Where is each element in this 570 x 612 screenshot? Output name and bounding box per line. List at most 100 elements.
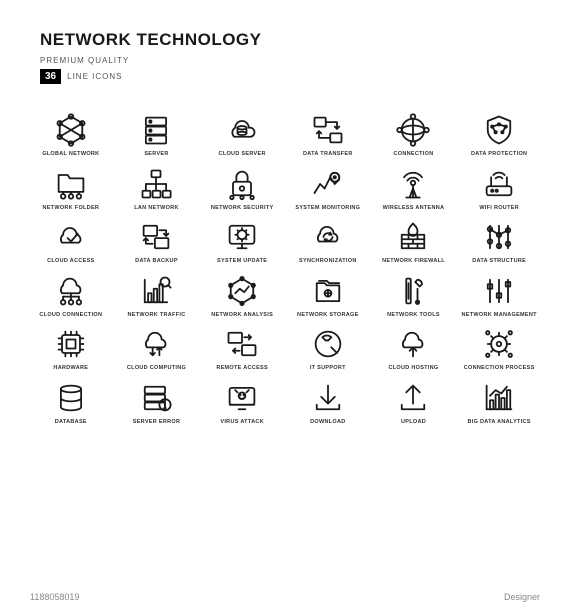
- data-transfer-label: DATA TRANSFER: [303, 151, 353, 158]
- network-firewall-label: NETWORK FIREWALL: [382, 258, 445, 265]
- count-label: LINE ICONS: [67, 72, 122, 81]
- subtitle: PREMIUM QUALITY: [40, 56, 530, 65]
- icon-grid: GLOBAL NETWORK SERVER CLOUD SERVER DATA TRA…: [0, 94, 570, 446]
- network-management-icon: [481, 273, 517, 309]
- synchronization-icon: [310, 219, 346, 255]
- network-analysis-label: NETWORK ANALYSIS: [211, 312, 273, 319]
- it-support-icon: [310, 326, 346, 362]
- data-backup-cell: DATA BACKUP: [116, 219, 198, 265]
- page-title: NETWORK TECHNOLOGY: [40, 30, 530, 50]
- network-security-label: NETWORK SECURITY: [211, 205, 274, 212]
- data-transfer-cell: DATA TRANSFER: [287, 112, 369, 158]
- network-traffic-label: NETWORK TRAFFIC: [128, 312, 186, 319]
- hardware-icon: [53, 326, 89, 362]
- wireless-antenna-icon: [395, 166, 431, 202]
- connection-process-icon: [481, 326, 517, 362]
- wifi-router-label: WIFI ROUTER: [479, 205, 519, 212]
- it-support-cell: IT SUPPORT: [287, 326, 369, 372]
- wifi-router-icon: [481, 166, 517, 202]
- network-traffic-icon: [138, 273, 174, 309]
- system-monitoring-icon: [310, 166, 346, 202]
- cloud-computing-cell: CLOUD COMPUTING: [116, 326, 198, 372]
- data-structure-cell: DATA STRUCTURE: [458, 219, 540, 265]
- data-protection-icon: [481, 112, 517, 148]
- server-cell: SERVER: [116, 112, 198, 158]
- count-row: 36 LINE ICONS: [40, 69, 530, 84]
- network-firewall-icon: [395, 219, 431, 255]
- hardware-label: HARDWARE: [53, 365, 88, 372]
- wifi-router-cell: WIFI ROUTER: [458, 166, 540, 212]
- wireless-antenna-cell: WIRELESS ANTENNA: [373, 166, 455, 212]
- system-monitoring-label: SYSTEM MONITORING: [295, 205, 360, 212]
- footer: 1188058019 Designer: [0, 592, 570, 602]
- cloud-server-cell: CLOUD SERVER: [201, 112, 283, 158]
- lan-network-icon: [138, 166, 174, 202]
- global-network-label: GLOBAL NETWORK: [42, 151, 99, 158]
- network-folder-icon: [53, 166, 89, 202]
- network-tools-icon: [395, 273, 431, 309]
- cloud-access-icon: [53, 219, 89, 255]
- download-icon: [310, 380, 346, 416]
- download-cell: DOWNLOAD: [287, 380, 369, 426]
- cloud-hosting-label: CLOUD HOSTING: [388, 365, 438, 372]
- server-error-cell: SERVER ERROR: [116, 380, 198, 426]
- system-monitoring-cell: SYSTEM MONITORING: [287, 166, 369, 212]
- big-data-analytics-icon: [481, 380, 517, 416]
- network-security-icon: [224, 166, 260, 202]
- credit: Designer: [504, 592, 540, 602]
- database-label: DATABASE: [55, 419, 87, 426]
- system-update-cell: SYSTEM UPDATE: [201, 219, 283, 265]
- system-update-icon: [224, 219, 260, 255]
- remote-access-label: REMOTE ACCESS: [216, 365, 268, 372]
- big-data-analytics-cell: BIG DATA ANALYTICS: [458, 380, 540, 426]
- global-network-cell: GLOBAL NETWORK: [30, 112, 112, 158]
- data-structure-icon: [481, 219, 517, 255]
- data-protection-label: DATA PROTECTION: [471, 151, 527, 158]
- server-error-label: SERVER ERROR: [133, 419, 181, 426]
- cloud-computing-icon: [138, 326, 174, 362]
- image-id: 1188058019: [30, 592, 79, 602]
- upload-cell: UPLOAD: [373, 380, 455, 426]
- it-support-label: IT SUPPORT: [310, 365, 346, 372]
- header: NETWORK TECHNOLOGY PREMIUM QUALITY 36 LI…: [0, 0, 570, 94]
- cloud-computing-label: CLOUD COMPUTING: [127, 365, 186, 372]
- network-management-label: NETWORK MANAGEMENT: [461, 312, 536, 319]
- download-label: DOWNLOAD: [310, 419, 345, 426]
- connection-label: CONNECTION: [394, 151, 434, 158]
- connection-cell: CONNECTION: [373, 112, 455, 158]
- synchronization-label: SYNCHRONIZATION: [299, 258, 357, 265]
- data-backup-label: DATA BACKUP: [135, 258, 178, 265]
- network-folder-cell: NETWORK FOLDER: [30, 166, 112, 212]
- network-traffic-cell: NETWORK TRAFFIC: [116, 273, 198, 319]
- remote-access-cell: REMOTE ACCESS: [201, 326, 283, 372]
- virus-attack-label: VIRUS ATTACK: [220, 419, 264, 426]
- network-security-cell: NETWORK SECURITY: [201, 166, 283, 212]
- connection-process-label: CONNECTION PROCESS: [464, 365, 535, 372]
- virus-attack-icon: [224, 380, 260, 416]
- data-backup-icon: [138, 219, 174, 255]
- network-storage-cell: NETWORK STORAGE: [287, 273, 369, 319]
- cloud-hosting-cell: CLOUD HOSTING: [373, 326, 455, 372]
- remote-access-icon: [224, 326, 260, 362]
- system-update-label: SYSTEM UPDATE: [217, 258, 267, 265]
- network-tools-label: NETWORK TOOLS: [387, 312, 440, 319]
- server-icon: [138, 112, 174, 148]
- network-storage-icon: [310, 273, 346, 309]
- upload-label: UPLOAD: [401, 419, 426, 426]
- cloud-server-label: CLOUD SERVER: [219, 151, 266, 158]
- data-transfer-icon: [310, 112, 346, 148]
- connection-icon: [395, 112, 431, 148]
- server-label: SERVER: [144, 151, 168, 158]
- data-structure-label: DATA STRUCTURE: [472, 258, 526, 265]
- wireless-antenna-label: WIRELESS ANTENNA: [383, 205, 445, 212]
- global-network-icon: [53, 112, 89, 148]
- upload-icon: [395, 380, 431, 416]
- lan-network-cell: LAN NETWORK: [116, 166, 198, 212]
- network-firewall-cell: NETWORK FIREWALL: [373, 219, 455, 265]
- server-error-icon: [138, 380, 174, 416]
- cloud-connection-label: CLOUD CONNECTION: [39, 312, 102, 319]
- cloud-connection-icon: [53, 273, 89, 309]
- lan-network-label: LAN NETWORK: [134, 205, 179, 212]
- big-data-analytics-label: BIG DATA ANALYTICS: [468, 419, 531, 426]
- cloud-connection-cell: CLOUD CONNECTION: [30, 273, 112, 319]
